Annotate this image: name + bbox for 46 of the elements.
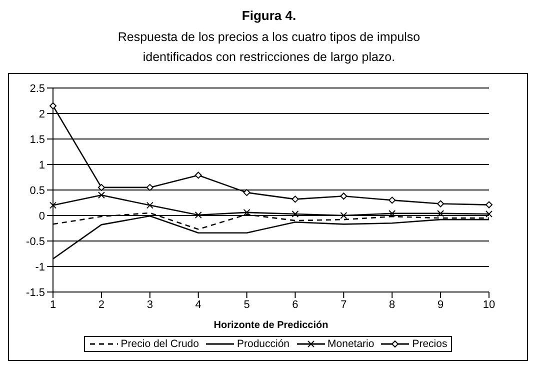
x-tick-label: 8 (389, 298, 396, 311)
x-tick-label: 4 (195, 298, 202, 311)
point (437, 210, 444, 217)
point (98, 192, 105, 199)
x-tick-label: 1 (50, 298, 56, 311)
point (486, 210, 492, 218)
point (388, 210, 396, 217)
point (340, 212, 348, 219)
chart-title: Figura 4. (240, 8, 298, 23)
y-tick-label: -0.5 (26, 236, 45, 248)
x-tick-label: 6 (292, 298, 298, 311)
y-tick-label: -1.5 (26, 286, 45, 299)
x-tick-label: 2 (98, 298, 105, 311)
point (50, 202, 56, 209)
point (292, 196, 299, 203)
x-tick-label: 9 (437, 298, 444, 311)
legend-label: Producción (236, 338, 290, 350)
x-axis-title: Horizonte de Predicción (214, 320, 328, 331)
point (146, 184, 154, 191)
y-tick-label: 0.5 (30, 184, 45, 197)
y-tick-label: 2.5 (30, 82, 45, 95)
y-tick-label: 1 (38, 159, 45, 172)
y-tick-label: -1 (35, 261, 45, 274)
point (194, 172, 202, 179)
point (437, 200, 444, 208)
point (388, 196, 396, 204)
point (146, 202, 154, 209)
point (50, 102, 56, 110)
y-tick-label: 1.5 (30, 134, 45, 146)
y-tick-label: 2 (38, 108, 45, 120)
point (98, 184, 105, 191)
legend-label: Precios (412, 338, 448, 350)
point (194, 211, 202, 218)
x-tick-label: 7 (340, 298, 347, 311)
y-tick-label: 0 (38, 210, 45, 222)
point (243, 189, 250, 196)
point (243, 208, 250, 216)
point (292, 210, 299, 218)
x-tick-label: 3 (146, 298, 153, 311)
x-tick-label: 5 (244, 298, 250, 311)
legend-label: Precio del Crudo (120, 338, 199, 350)
legend-label: Monetario (328, 338, 374, 350)
point (486, 201, 492, 208)
point (340, 192, 348, 200)
chart-subtitle: Respuesta de los precios a los cuatro tipos de impulso identificados con restricciones de largo plazo. (116, 29, 422, 66)
x-tick-label: 10 (482, 298, 496, 311)
